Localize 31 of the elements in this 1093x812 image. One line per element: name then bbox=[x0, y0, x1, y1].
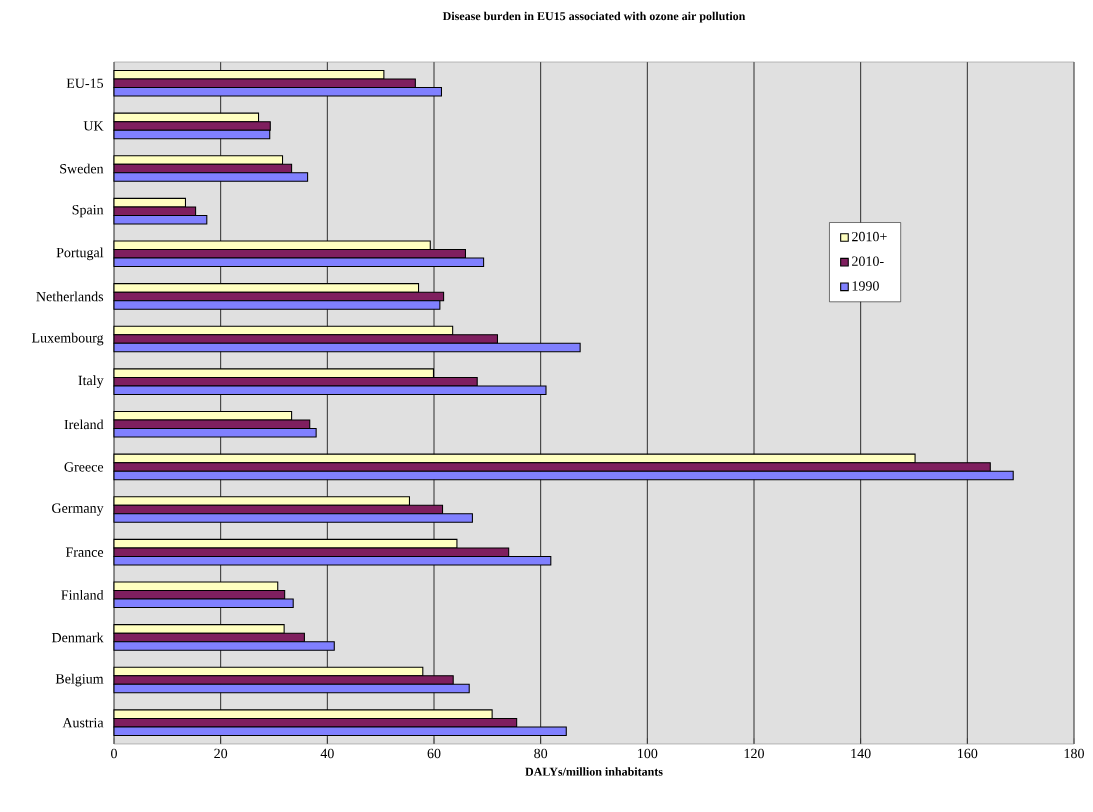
x-tick-label: 60 bbox=[427, 748, 441, 759]
x-axis-title: DALYs/million inhabitants bbox=[525, 767, 663, 776]
chart-title: Disease burden in EU15 associated with ozone air pollution bbox=[442, 11, 746, 23]
y-tick-label: Italy bbox=[78, 375, 104, 389]
y-tick-label: Luxembourg bbox=[31, 332, 104, 346]
y-tick-label: Spain bbox=[72, 205, 104, 218]
y-tick-label: Denmark bbox=[51, 632, 104, 643]
x-tick-label: 100 bbox=[638, 748, 658, 759]
x-tick-label: 40 bbox=[320, 748, 334, 759]
y-tick-label: Netherlands bbox=[36, 291, 104, 302]
y-tick-label: EU-15 bbox=[66, 78, 104, 88]
y-tick-label: Ireland bbox=[64, 419, 104, 430]
x-tick-label: 20 bbox=[214, 748, 228, 759]
x-tick-label: 140 bbox=[851, 748, 871, 759]
y-tick-label: Germany bbox=[52, 503, 104, 516]
y-tick-label: UK bbox=[83, 121, 104, 131]
y-tick-label: Finland bbox=[61, 589, 104, 600]
x-tick-label: 0 bbox=[111, 748, 117, 759]
legend-label: 2010- bbox=[852, 256, 884, 266]
x-tick-label: 120 bbox=[744, 748, 764, 759]
legend-label: 1990 bbox=[852, 281, 879, 291]
y-tick-label: Sweden bbox=[60, 163, 104, 174]
x-tick-label: 180 bbox=[1064, 748, 1084, 759]
x-tick-label: 160 bbox=[958, 748, 978, 759]
legend-label: 2010+ bbox=[852, 231, 887, 242]
y-tick-label: Belgium bbox=[55, 673, 104, 687]
y-tick-label: France bbox=[65, 547, 104, 557]
y-tick-label: Austria bbox=[62, 717, 104, 728]
y-tick-label: Greece bbox=[64, 462, 104, 472]
x-tick-label: 80 bbox=[534, 748, 548, 759]
y-tick-label: Portugal bbox=[56, 247, 104, 261]
